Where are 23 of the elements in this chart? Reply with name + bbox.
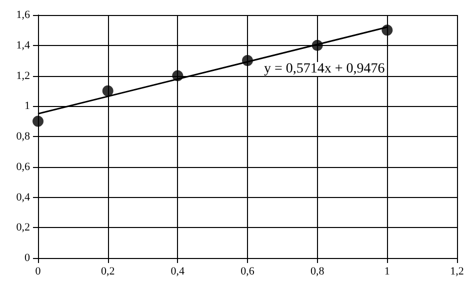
y-tick-label: 0,2 bbox=[16, 222, 30, 234]
point bbox=[242, 55, 253, 66]
y-tick-label: 0 bbox=[24, 252, 30, 264]
y-tick-label: 0,6 bbox=[16, 160, 30, 173]
y-tick-label: 1,4 bbox=[16, 39, 30, 52]
x-tick-label: 0,2 bbox=[100, 266, 115, 278]
x-tick-label: 0 bbox=[35, 266, 42, 278]
x-tick-label: 0,4 bbox=[170, 266, 186, 278]
x-tick-label: 1 bbox=[384, 266, 390, 278]
point bbox=[382, 24, 393, 36]
point bbox=[172, 70, 184, 82]
point bbox=[312, 40, 323, 51]
x-tick-label: 1,2 bbox=[450, 266, 464, 278]
annotation: y = 0,5714x + 0,9476 bbox=[264, 62, 385, 76]
y-tick-label: 0,8 bbox=[16, 130, 30, 142]
point bbox=[102, 85, 114, 96]
point bbox=[32, 116, 44, 127]
y-tick-label: 1,6 bbox=[16, 9, 30, 21]
x-tick-label: 0,8 bbox=[310, 266, 325, 278]
y-tick-label: 1 bbox=[24, 100, 30, 112]
y-tick-label: 1,2 bbox=[16, 70, 30, 82]
x-tick-label: 0,6 bbox=[240, 266, 255, 278]
y-tick-label: 0,4 bbox=[16, 191, 30, 204]
